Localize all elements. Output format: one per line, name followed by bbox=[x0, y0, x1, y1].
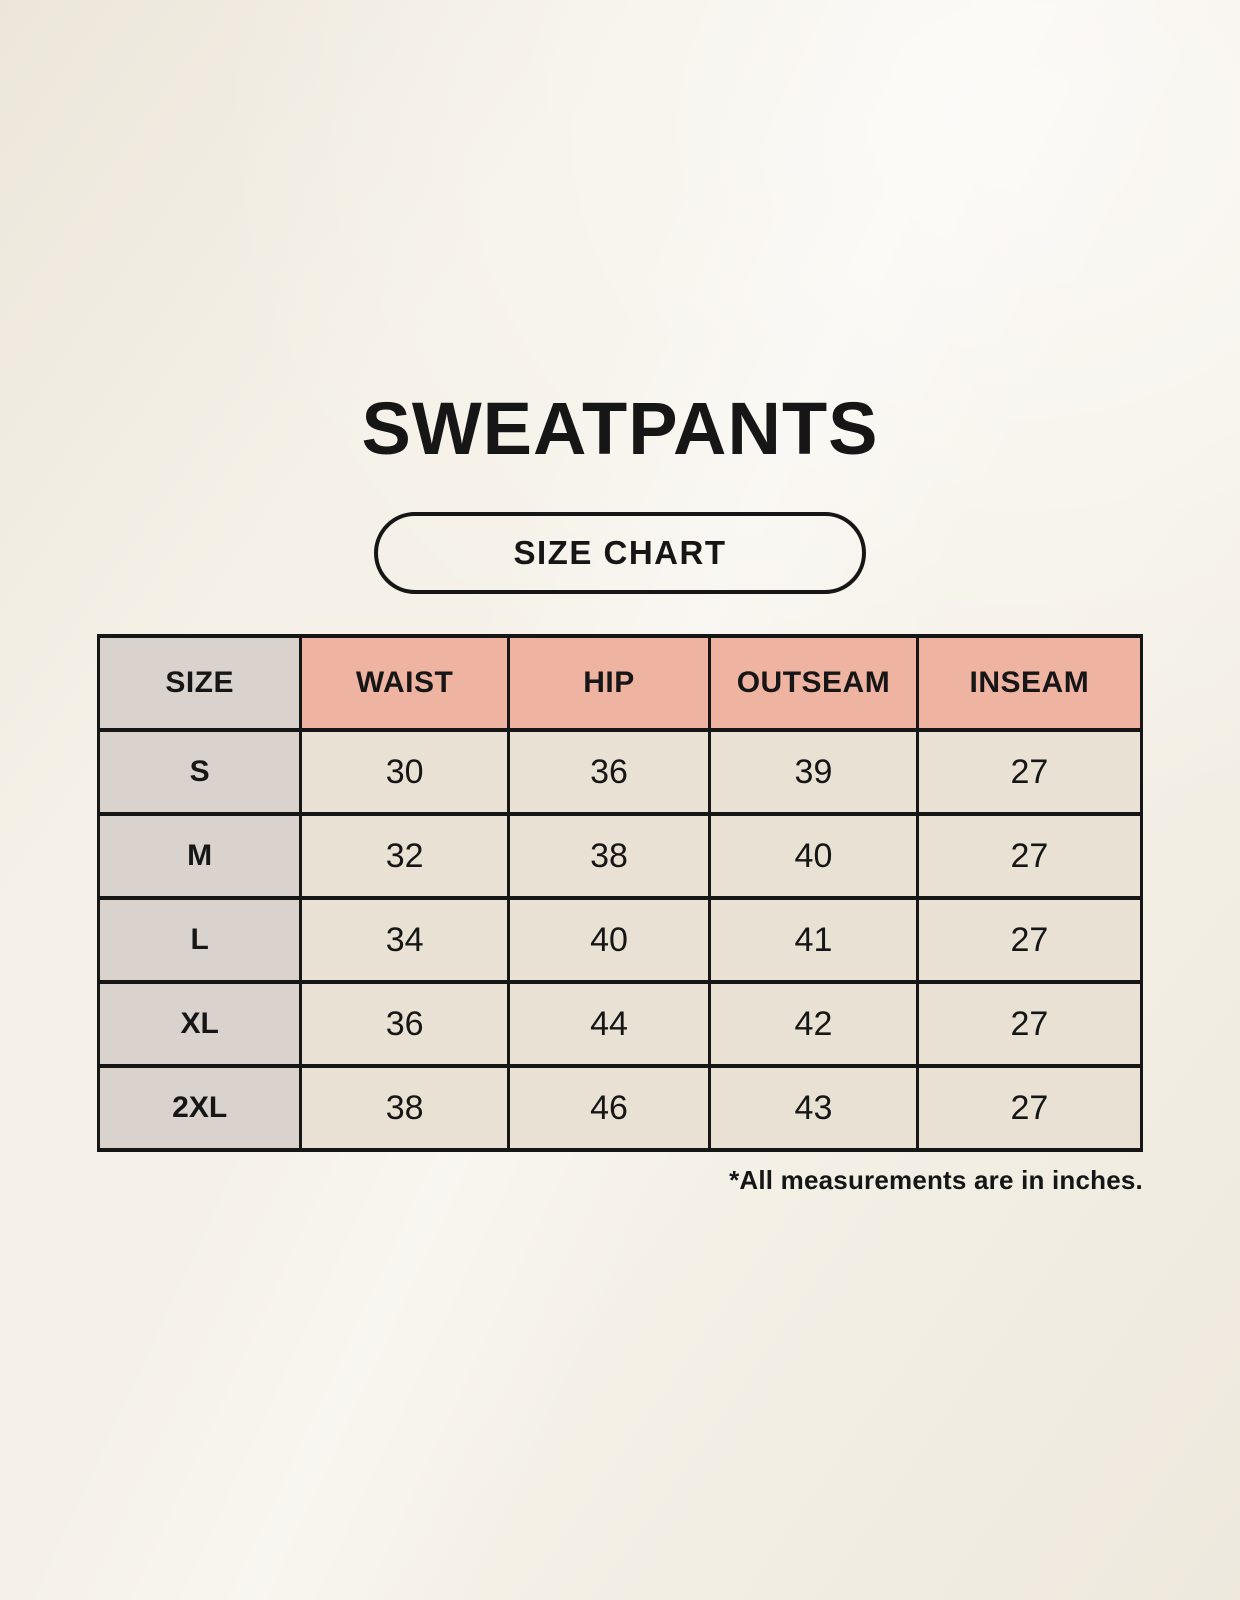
cell-m-inseam: 27 bbox=[915, 812, 1144, 900]
cell-s-outseam: 39 bbox=[708, 728, 919, 816]
measurements-footnote: *All measurements are in inches. bbox=[729, 1165, 1143, 1195]
row-label-s: S bbox=[96, 728, 303, 816]
cell-xl-inseam: 27 bbox=[915, 980, 1144, 1068]
row-label-l: L bbox=[96, 896, 303, 984]
cell-xl-outseam: 42 bbox=[708, 980, 919, 1068]
table-row-s: S 30 36 39 27 bbox=[96, 728, 1144, 816]
size-table-body: S 30 36 39 27 M 32 38 40 27 L 34 40 41 2… bbox=[96, 728, 1144, 1152]
cell-2xl-waist: 38 bbox=[299, 1064, 510, 1152]
cell-xl-hip: 44 bbox=[506, 980, 712, 1068]
cell-2xl-outseam: 43 bbox=[708, 1064, 919, 1152]
cell-s-inseam: 27 bbox=[915, 728, 1144, 816]
header-size: SIZE bbox=[96, 634, 303, 732]
cell-l-outseam: 41 bbox=[708, 896, 919, 984]
cell-s-waist: 30 bbox=[299, 728, 510, 816]
table-row-l: L 34 40 41 27 bbox=[96, 896, 1144, 984]
size-chart-badge: SIZE CHART bbox=[374, 512, 866, 594]
table-row-xl: XL 36 44 42 27 bbox=[96, 980, 1144, 1068]
header-inseam: INSEAM bbox=[915, 634, 1144, 732]
header-waist: WAIST bbox=[299, 634, 510, 732]
size-table-head: SIZE WAIST HIP OUTSEAM INSEAM bbox=[96, 634, 1144, 732]
cell-2xl-hip: 46 bbox=[506, 1064, 712, 1152]
table-row-m: M 32 38 40 27 bbox=[96, 812, 1144, 900]
row-label-xl: XL bbox=[96, 980, 303, 1068]
table-header-row: SIZE WAIST HIP OUTSEAM INSEAM bbox=[96, 634, 1144, 732]
row-label-2xl: 2XL bbox=[96, 1064, 303, 1152]
cell-m-outseam: 40 bbox=[708, 812, 919, 900]
table-row-2xl: 2XL 38 46 43 27 bbox=[96, 1064, 1144, 1152]
size-chart-badge-label: SIZE CHART bbox=[513, 534, 727, 571]
cell-s-hip: 36 bbox=[506, 728, 712, 816]
cell-2xl-inseam: 27 bbox=[915, 1064, 1144, 1152]
cell-l-waist: 34 bbox=[299, 896, 510, 984]
cell-l-hip: 40 bbox=[506, 896, 712, 984]
size-table: SIZE WAIST HIP OUTSEAM INSEAM S 30 36 39… bbox=[96, 634, 1144, 1152]
cell-l-inseam: 27 bbox=[915, 896, 1144, 984]
cell-m-waist: 32 bbox=[299, 812, 510, 900]
header-hip: HIP bbox=[506, 634, 712, 732]
page-title: SWEATPANTS bbox=[361, 387, 879, 470]
row-label-m: M bbox=[96, 812, 303, 900]
cell-xl-waist: 36 bbox=[299, 980, 510, 1068]
header-outseam: OUTSEAM bbox=[708, 634, 919, 732]
cell-m-hip: 38 bbox=[506, 812, 712, 900]
